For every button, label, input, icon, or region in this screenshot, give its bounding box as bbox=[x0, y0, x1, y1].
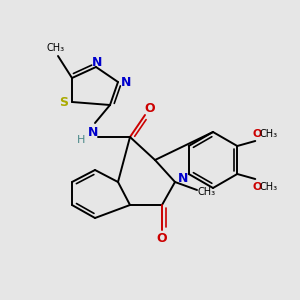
Text: N: N bbox=[88, 127, 98, 140]
Text: O: O bbox=[253, 129, 262, 139]
Text: N: N bbox=[92, 56, 102, 68]
Text: CH₃: CH₃ bbox=[47, 43, 65, 53]
Text: O: O bbox=[253, 182, 262, 192]
Text: H: H bbox=[77, 135, 85, 145]
Text: S: S bbox=[59, 95, 68, 109]
Text: N: N bbox=[178, 172, 188, 185]
Text: O: O bbox=[157, 232, 167, 245]
Text: CH₃: CH₃ bbox=[259, 182, 277, 192]
Text: CH₃: CH₃ bbox=[198, 187, 216, 197]
Text: N: N bbox=[121, 76, 131, 88]
Text: CH₃: CH₃ bbox=[259, 129, 277, 139]
Text: O: O bbox=[145, 101, 155, 115]
